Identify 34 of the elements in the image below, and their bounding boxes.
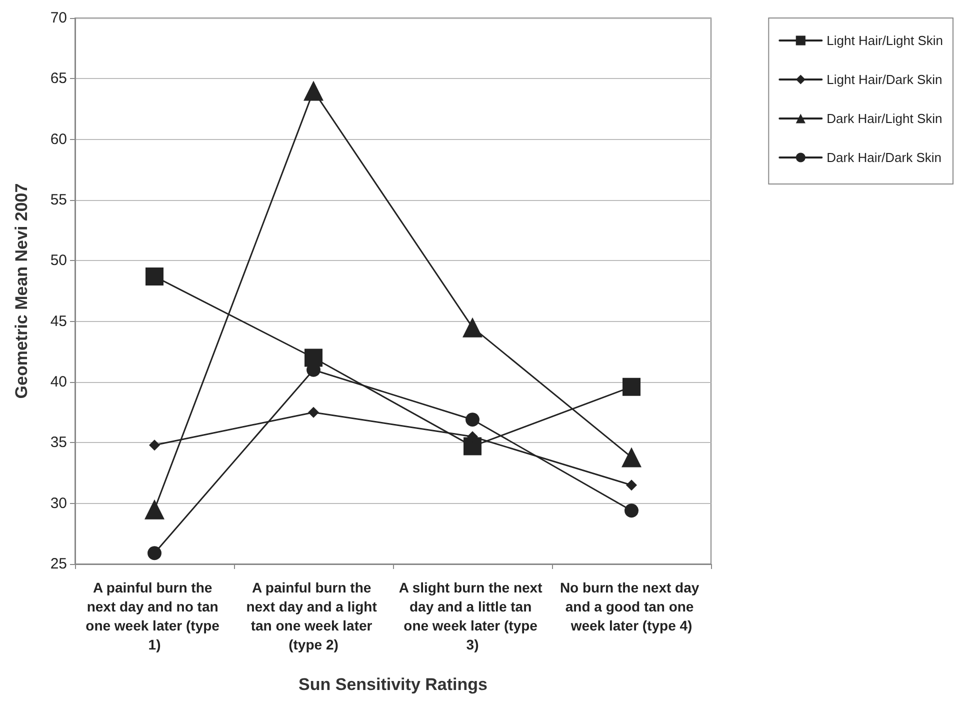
- y-tick-label: 70: [50, 10, 67, 26]
- point: [464, 437, 482, 456]
- y-tick-label: 40: [50, 374, 67, 390]
- point: [146, 267, 164, 286]
- y-tick-label: 65: [50, 70, 67, 88]
- y-tick-label: 30: [50, 494, 67, 512]
- point: [622, 447, 642, 468]
- point: [144, 499, 164, 520]
- x-tick-label: A slight burn the next day and a little tan one week later (type 3): [398, 580, 546, 652]
- point: [304, 348, 322, 367]
- y-tick-label: 50: [50, 252, 67, 270]
- y-tick-label: 45: [50, 312, 67, 330]
- point: [466, 412, 480, 427]
- y-tick-label: 60: [50, 130, 67, 148]
- point: [304, 80, 324, 101]
- point: [624, 504, 638, 518]
- y-axis-title: Geometric Mean Nevi 2007: [12, 183, 31, 399]
- legend-label: Dark Hair/Light Skin: [826, 111, 942, 126]
- x-axis-title: Sun Sensitivity Ratings: [298, 675, 488, 694]
- point: [308, 406, 319, 418]
- y-tick-label: 35: [50, 434, 67, 452]
- point: [148, 546, 162, 560]
- y-tick-label: 55: [50, 192, 67, 208]
- legend-label: Light Hair/Dark Skin: [826, 72, 942, 87]
- x-tick-label: A painful burn the next day and no tan one week later (type 1): [86, 580, 224, 652]
- legend-label: Dark Hair/Dark Skin: [826, 150, 942, 165]
- point: [149, 440, 160, 451]
- point: [622, 378, 640, 396]
- y-tick-label: 25: [50, 556, 67, 572]
- point: [626, 480, 637, 491]
- legend-label: Light Hair/Light Skin: [826, 33, 944, 48]
- x-tick-label: No burn the next day and a good tan one week later (type 4): [560, 580, 704, 634]
- point: [462, 317, 482, 338]
- x-tick-label: A painful burn the next day and a light tan one week later (type 2): [246, 580, 381, 652]
